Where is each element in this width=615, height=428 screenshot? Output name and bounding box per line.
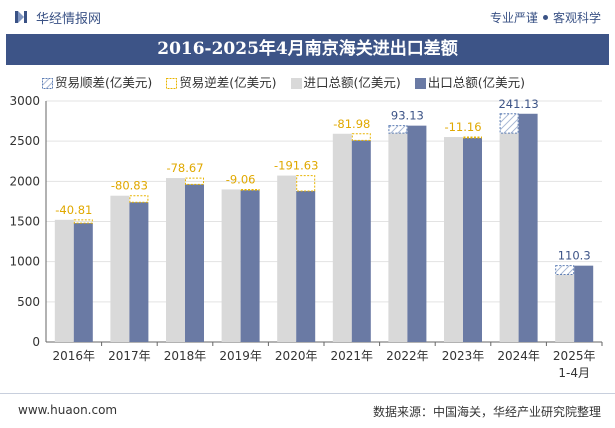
data-label: 110.3 (558, 249, 591, 263)
x-tick-label: 2024年 (497, 349, 540, 363)
logo-icon (15, 11, 27, 23)
surplus-marker (388, 125, 408, 134)
legend-export-label: 出口总额(亿美元) (427, 75, 526, 90)
legend-deficit-label: 贸易逆差(亿美元) (179, 75, 277, 90)
chart-title: 2016-2025年4月南京海关进出口差额 (157, 39, 458, 59)
y-tick-label: 500 (17, 295, 40, 309)
legend-surplus-icon (42, 78, 53, 89)
data-labels: -40.81 -80.83 -78.67 -9.06 -191.63 -81.98 93.1… (55, 97, 590, 263)
data-source: 数据来源：中国海关，华经产业研究院整理 (372, 405, 601, 419)
import-bar (332, 133, 352, 342)
legend-export-icon (414, 78, 426, 89)
export-bar (351, 140, 371, 342)
surplus-marker (555, 265, 575, 276)
data-label: -80.83 (111, 179, 148, 193)
x-tick-label: 2021年 (331, 349, 374, 363)
deficit-marker (73, 219, 93, 224)
x-tick-label: 2025年 (553, 349, 596, 363)
export-bar (185, 184, 204, 342)
export-bar (574, 265, 594, 342)
y-tick-label: 1000 (9, 255, 40, 269)
data-label: -81.98 (333, 117, 370, 131)
legend-item-deficit: 贸易逆差(亿美元) (166, 72, 277, 91)
export-bar (240, 190, 260, 342)
deficit-marker (463, 136, 482, 139)
export-bar (296, 190, 316, 342)
export-bar (463, 137, 482, 342)
dot-icon (542, 15, 548, 20)
x-tick-label: 2023年 (442, 349, 485, 363)
x-tick-label: 2020年 (275, 349, 318, 363)
import-bar (110, 195, 130, 342)
legend-item-surplus: 贸易顺差(亿美元) (42, 72, 152, 91)
header-bar: 华经情报网 专业严谨 客观科学 (0, 0, 615, 34)
legend: 贸易顺差(亿美元) 贸易逆差(亿美元) 进口总额(亿美元) 出口总额(亿美元) (42, 72, 535, 90)
legend-deficit-icon (166, 78, 178, 89)
y-axis-ticks: 0 500 1000 1500 2000 2500 3000 (9, 94, 40, 349)
bars (54, 113, 594, 342)
export-bar (407, 125, 427, 342)
import-bar (54, 219, 74, 342)
data-label: 241.13 (498, 97, 538, 111)
website-link[interactable]: www.huaon.com (18, 403, 118, 417)
legend-surplus-label: 贸易顺差(亿美元) (55, 75, 153, 90)
export-bar (73, 223, 93, 342)
data-label: 93.13 (391, 109, 424, 123)
import-bar (388, 133, 408, 342)
deficit-marker (129, 195, 149, 203)
legend-item-export: 出口总额(亿美元) (414, 72, 526, 91)
x-tick-label: 2019年 (219, 349, 262, 363)
legend-import-icon (290, 78, 302, 89)
deficit-marker (296, 175, 316, 192)
x-axis-ticks: 2016年 2017年 2018年 2019年 2020年 2021年 2022年 2023年… (53, 342, 603, 380)
tagline-left: 专业严谨 (489, 11, 538, 25)
export-bar (518, 113, 538, 342)
footer-bar: www.huaon.com 数据来源：中国海关，华经产业研究院整理 (0, 393, 615, 428)
data-label: -11.16 (444, 120, 481, 134)
y-tick-label: 1500 (9, 215, 40, 229)
import-bar (221, 189, 241, 342)
y-tick-label: 2000 (9, 174, 40, 188)
import-bar (444, 137, 463, 342)
deficit-marker (185, 177, 204, 185)
x-tick-sublabel: 1-4月 (558, 366, 590, 380)
surplus-marker (499, 113, 519, 134)
data-label: -78.67 (166, 161, 203, 175)
legend-item-import: 进口总额(亿美元) (290, 72, 401, 91)
tagline: 专业严谨 客观科学 (490, 9, 601, 26)
y-tick-label: 0 (32, 335, 40, 349)
brand-name: 华经情报网 (36, 12, 102, 27)
data-label: -9.06 (226, 172, 256, 186)
x-tick-label: 2018年 (164, 349, 207, 363)
import-bar (555, 274, 575, 342)
data-label: -191.63 (274, 159, 318, 173)
deficit-marker (351, 133, 371, 141)
y-tick-label: 3000 (9, 94, 40, 108)
deficit-marker (240, 188, 260, 191)
import-bar (277, 175, 297, 342)
x-tick-label: 2016年 (53, 349, 96, 363)
import-bar (499, 133, 519, 342)
x-tick-label: 2022年 (386, 349, 429, 363)
data-label: -40.81 (55, 203, 92, 217)
x-tick-label: 2017年 (108, 349, 151, 363)
export-bar (129, 202, 149, 342)
tagline-right: 客观科学 (552, 11, 601, 25)
import-bar (166, 178, 185, 342)
legend-import-label: 进口总额(亿美元) (303, 75, 401, 90)
y-tick-label: 2500 (9, 134, 40, 148)
title-bar: 2016-2025年4月南京海关进出口差额 (6, 34, 609, 65)
